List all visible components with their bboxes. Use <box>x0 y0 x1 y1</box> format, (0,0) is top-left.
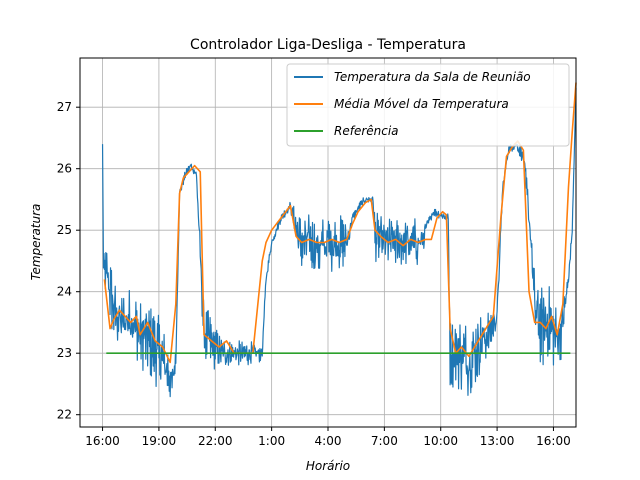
x-axis-label: Horário <box>306 459 350 473</box>
x-tick-label: 13:00 <box>480 434 515 448</box>
legend-label-raw: Temperatura da Sala de Reunião <box>334 70 531 84</box>
x-tick-label: 7:00 <box>371 434 398 448</box>
y-axis: 22 23 24 25 26 27 <box>57 100 80 422</box>
series-line-temperature <box>101 88 577 398</box>
plot-lines <box>101 82 577 398</box>
y-tick-label: 23 <box>57 346 72 360</box>
x-tick-label: 4:00 <box>315 434 342 448</box>
y-axis-label: Temperatura <box>29 204 43 281</box>
x-axis: 16:00 19:00 22:00 1:00 4:00 7:00 10:00 13:00 16:… <box>85 427 571 448</box>
legend-label-ref: Referência <box>334 124 399 138</box>
y-tick-label: 22 <box>57 408 72 422</box>
x-tick-label: 16:00 <box>85 434 120 448</box>
x-tick-label: 10:00 <box>423 434 458 448</box>
x-tick-label: 16:00 <box>536 434 571 448</box>
x-tick-label: 22:00 <box>198 434 233 448</box>
legend-label-avg: Média Móvel da Temperatura <box>334 97 509 111</box>
y-tick-label: 24 <box>57 285 72 299</box>
chart-title: Controlador Liga-Desliga - Temperatura <box>190 37 466 53</box>
legend-box <box>286 63 570 147</box>
series-line-moving-average <box>103 82 577 364</box>
y-tick-label: 25 <box>57 223 72 237</box>
y-tick-label: 27 <box>57 100 72 114</box>
x-tick-label: 1:00 <box>258 434 285 448</box>
x-tick-label: 19:00 <box>142 434 177 448</box>
legend: Temperatura da Sala de Reunião Média Móv… <box>286 63 570 147</box>
y-tick-label: 26 <box>57 162 72 176</box>
